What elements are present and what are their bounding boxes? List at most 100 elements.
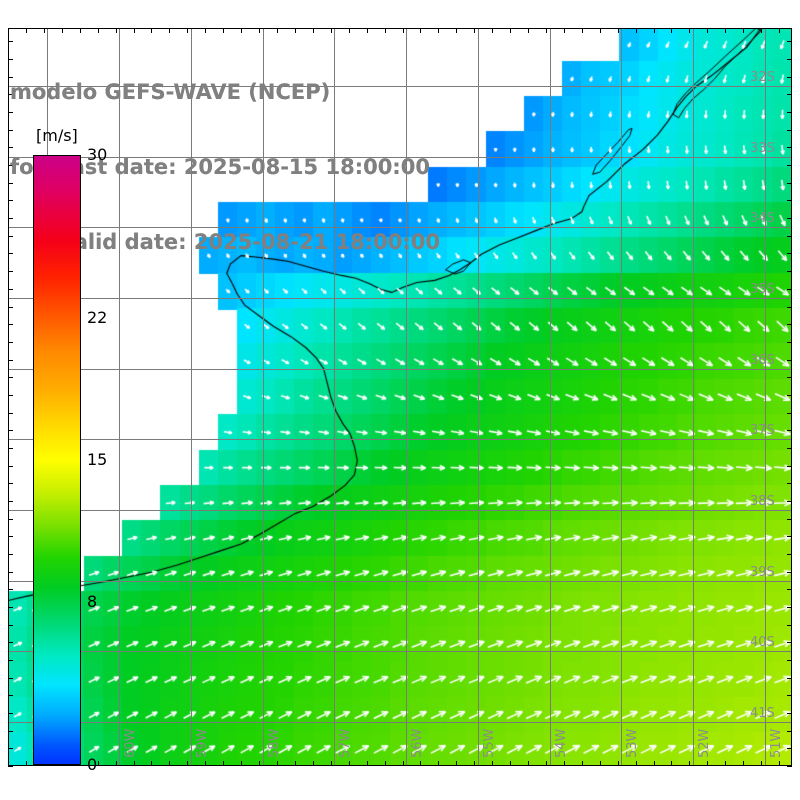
tick-bottom (295, 761, 296, 766)
lat-tick-label: 39S (750, 564, 775, 580)
tick-right (787, 236, 792, 237)
tick-top (385, 28, 386, 33)
tick-bottom (636, 761, 637, 766)
tick-right (787, 536, 792, 537)
tick-left (8, 678, 13, 679)
tick-right (787, 589, 792, 590)
tick-left (8, 271, 13, 272)
tick-top (654, 28, 655, 33)
gridline-lon (334, 28, 335, 766)
tick-right (787, 289, 792, 290)
tick-right (787, 307, 792, 308)
tick-right (787, 342, 792, 343)
title-model: modelo GEFS-WAVE (NCEP) (10, 80, 331, 104)
lon-tick-label: 58W (266, 728, 282, 758)
tick-top (492, 28, 493, 33)
lat-tick-label: 35S (750, 282, 775, 298)
colorbar-unit-label: [m/s] (36, 126, 78, 145)
gridline-lon (478, 28, 479, 766)
tick-left (8, 448, 13, 449)
gridline-lat (8, 298, 792, 299)
tick-bottom (8, 761, 9, 766)
tick-bottom (671, 761, 672, 766)
tick-left (8, 130, 13, 131)
tick-left (8, 377, 13, 378)
tick-left (8, 660, 13, 661)
tick-bottom (510, 761, 511, 766)
tick-left (8, 466, 13, 467)
tick-right (787, 413, 792, 414)
colorbar-tick-label: 30 (87, 145, 108, 164)
colorbar-tick-label: 0 (87, 755, 98, 774)
tick-bottom (223, 761, 224, 766)
tick-right (787, 59, 792, 60)
tick-bottom (564, 761, 565, 766)
tick-top (116, 28, 117, 33)
title-valid-date: valid date: 2025-08-21 18:00:00 (60, 230, 440, 254)
plot-area (8, 28, 792, 766)
tick-right (787, 519, 792, 520)
tick-right (787, 360, 792, 361)
lon-tick-label: 54W (553, 728, 569, 758)
tick-left (8, 483, 13, 484)
tick-top (707, 28, 708, 33)
tick-top (564, 28, 565, 33)
tick-bottom (403, 761, 404, 766)
tick-top (241, 28, 242, 33)
lat-tick-label: 38S (750, 494, 775, 510)
tick-bottom (474, 761, 475, 766)
colorbar-tick-label: 15 (87, 450, 108, 469)
tick-top (546, 28, 547, 33)
lon-tick-label: 55W (481, 728, 497, 758)
gridline-lon (119, 28, 120, 766)
tick-bottom (689, 761, 690, 766)
tick-right (787, 695, 792, 696)
colorbar-gradient (33, 155, 81, 765)
gridline-lat (8, 439, 792, 440)
tick-top (761, 28, 762, 33)
gridline-lat (8, 369, 792, 370)
tick-top (636, 28, 637, 33)
tick-top (331, 28, 332, 33)
tick-right (787, 377, 792, 378)
lon-tick-label: 57W (338, 728, 354, 758)
tick-top (743, 28, 744, 33)
gridline-lon (191, 28, 192, 766)
chart-title-block: modelo GEFS-WAVE (NCEP) forecast date: 2… (10, 30, 490, 305)
tick-right (787, 554, 792, 555)
tick-left (8, 147, 13, 148)
tick-right (787, 483, 792, 484)
tick-top (295, 28, 296, 33)
tick-top (582, 28, 583, 33)
tick-right (787, 766, 792, 767)
colorbar-tick-label: 8 (87, 592, 98, 612)
tick-bottom (654, 761, 655, 766)
tick-left (8, 253, 13, 254)
tick-right (787, 466, 792, 467)
tick-top (313, 28, 314, 33)
tick-top (725, 28, 726, 33)
tick-right (787, 678, 792, 679)
tick-top (349, 28, 350, 33)
tick-bottom (98, 761, 99, 766)
tick-bottom (241, 761, 242, 766)
tick-bottom (277, 761, 278, 766)
tick-bottom (528, 761, 529, 766)
tick-left (8, 183, 13, 184)
tick-bottom (546, 761, 547, 766)
tick-right (787, 642, 792, 643)
tick-bottom (600, 761, 601, 766)
tick-right (787, 748, 792, 749)
lon-tick-label: 56W (410, 728, 426, 758)
tick-left (8, 395, 13, 396)
tick-bottom (349, 761, 350, 766)
tick-left (8, 642, 13, 643)
lat-tick-label: 37S (750, 423, 775, 439)
gridline-lon (693, 28, 694, 766)
tick-bottom (134, 761, 135, 766)
tick-top (205, 28, 206, 33)
tick-top (779, 28, 780, 33)
gridline-lat (8, 157, 792, 158)
tick-bottom (761, 761, 762, 766)
lon-tick-label: 52W (697, 728, 712, 758)
